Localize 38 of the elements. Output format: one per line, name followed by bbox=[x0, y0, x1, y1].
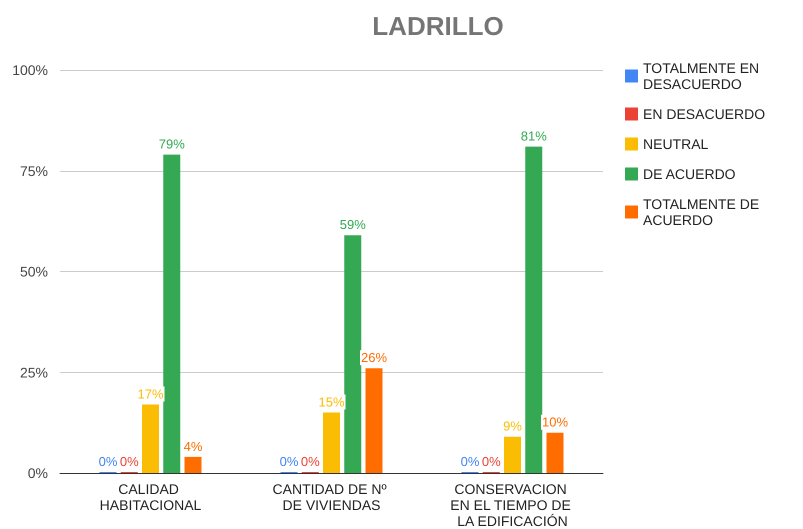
data-label: 0% bbox=[482, 454, 502, 469]
y-tick-label: 25% bbox=[20, 364, 48, 380]
x-tick-label: CONSERVACION EN EL TIEMPO DE LA EDIFICACIÓN bbox=[450, 481, 575, 529]
legend-label: EN DESACUERDO bbox=[643, 106, 766, 122]
data-label: 0% bbox=[460, 454, 480, 469]
data-label: 79% bbox=[158, 136, 186, 152]
legend-label: DE ACUERDO bbox=[643, 166, 736, 182]
bar bbox=[163, 154, 180, 473]
bar bbox=[142, 404, 159, 473]
bar bbox=[525, 146, 542, 473]
y-tick-label: 0% bbox=[28, 465, 48, 481]
data-label: 81% bbox=[520, 128, 548, 144]
data-label: 4% bbox=[184, 438, 203, 454]
legend-label: TOTALMENTE DE ACUERDO bbox=[643, 196, 764, 228]
bar bbox=[184, 456, 202, 473]
bar bbox=[546, 432, 564, 473]
y-tick-label: 100% bbox=[12, 62, 48, 78]
data-label: 9% bbox=[503, 418, 522, 434]
bar bbox=[323, 412, 340, 473]
legend-label: TOTALMENTE EN DESACUERDO bbox=[643, 60, 764, 92]
data-label: 26% bbox=[360, 350, 388, 366]
data-label: 0% bbox=[120, 454, 140, 469]
data-label: 59% bbox=[340, 217, 366, 232]
legend-label: NEUTRAL bbox=[643, 136, 709, 152]
data-label: 10% bbox=[542, 414, 568, 430]
x-tick-label: CALIDAD HABITACIONAL bbox=[100, 481, 202, 513]
bar bbox=[366, 368, 382, 473]
data-label: 17% bbox=[137, 386, 164, 402]
bar bbox=[504, 436, 521, 473]
data-label: 15% bbox=[318, 394, 345, 410]
y-tick-label: 75% bbox=[20, 162, 48, 179]
x-tick-label: CANTIDAD DE Nº DE VIVIENDAS bbox=[272, 481, 390, 513]
chart-title: LADRILLO bbox=[372, 11, 504, 41]
data-label: 0% bbox=[280, 454, 299, 469]
bar bbox=[344, 235, 362, 473]
y-tick-label: 50% bbox=[20, 264, 48, 280]
data-label: 0% bbox=[98, 454, 118, 469]
data-label: 0% bbox=[300, 454, 320, 469]
